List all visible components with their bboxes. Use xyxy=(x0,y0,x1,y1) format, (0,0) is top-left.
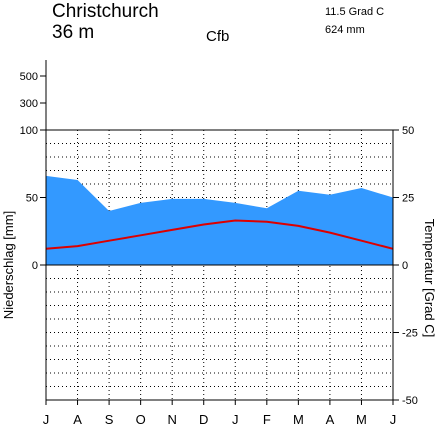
right-tick-label: 0 xyxy=(402,260,408,272)
month-label: A xyxy=(73,412,82,427)
month-label: D xyxy=(199,412,208,427)
y-axis-right-title: Temperatur [Grad C] xyxy=(422,219,437,338)
annual-precipitation: 624 mm xyxy=(325,24,365,36)
climate-class: Cfb xyxy=(206,28,229,45)
month-label: O xyxy=(136,412,146,427)
y-axis-left-title: Niederschlag [mm] xyxy=(1,211,16,319)
grid-lines xyxy=(46,130,393,400)
month-label: J xyxy=(232,412,239,427)
month-label: M xyxy=(356,412,367,427)
right-tick-label: -50 xyxy=(402,395,418,407)
right-tick-label: 50 xyxy=(402,125,414,137)
upper-tick-label-300: 300 xyxy=(20,98,38,110)
left-tick-label: 100 xyxy=(20,125,38,137)
month-label: N xyxy=(167,412,176,427)
month-label: J xyxy=(43,412,50,427)
station-name: Christchurch xyxy=(52,1,159,22)
annual-temperature: 11.5 Grad C xyxy=(325,6,384,18)
right-tick-label: -25 xyxy=(402,328,418,340)
left-tick-label: 0 xyxy=(32,260,38,272)
month-label: J xyxy=(390,412,397,427)
month-label: A xyxy=(326,412,335,427)
month-label: S xyxy=(105,412,114,427)
precipitation-area xyxy=(46,175,393,265)
temperature-line-group xyxy=(45,219,394,250)
station-elevation: 36 m xyxy=(52,22,94,43)
left-tick-label: 50 xyxy=(26,193,38,205)
month-label: F xyxy=(263,412,271,427)
precipitation-area-group xyxy=(45,175,394,265)
month-label: M xyxy=(293,412,304,427)
right-tick-label: 25 xyxy=(402,193,414,205)
upper-tick-label-500: 500 xyxy=(20,71,38,83)
temperature-line xyxy=(45,219,394,250)
axis-labels: 100 50 0 50 25 0 -25 -50 J A S O N D J F M A M J xyxy=(20,125,418,427)
